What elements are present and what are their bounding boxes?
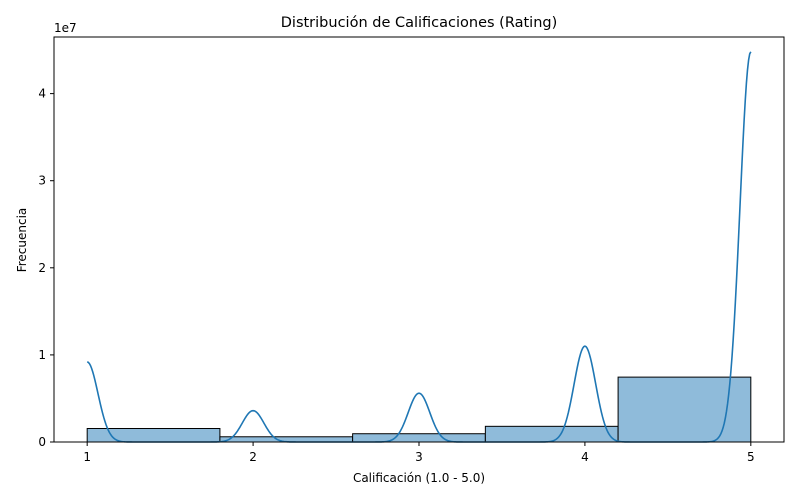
y-tick-label: 3	[38, 174, 46, 188]
bars-group	[86, 376, 752, 443]
y-axis: 0 1 2 3 4	[38, 87, 54, 449]
y-offset-label: 1e7	[54, 21, 77, 35]
x-tick-label: 4	[581, 450, 589, 464]
x-tick-label: 1	[83, 450, 91, 464]
y-tick-label: 2	[38, 261, 46, 275]
histogram-bar-3	[352, 433, 486, 443]
histogram-bar-4	[484, 425, 619, 443]
chart-title: Distribución de Calificaciones (Rating)	[281, 15, 558, 31]
histogram-bar-1	[86, 428, 221, 443]
histogram-bar-5	[617, 376, 752, 443]
x-tick-label: 5	[747, 450, 755, 464]
y-tick-label: 0	[38, 435, 46, 449]
y-tick-label: 1	[38, 348, 46, 362]
x-tick-label: 2	[249, 450, 257, 464]
y-axis-label: Frecuencia	[15, 208, 29, 273]
y-tick-label: 4	[38, 87, 46, 101]
x-axis: 1 2 3 4 5	[83, 442, 755, 464]
x-axis-label: Calificación (1.0 - 5.0)	[353, 471, 485, 485]
x-tick-label: 3	[415, 450, 423, 464]
